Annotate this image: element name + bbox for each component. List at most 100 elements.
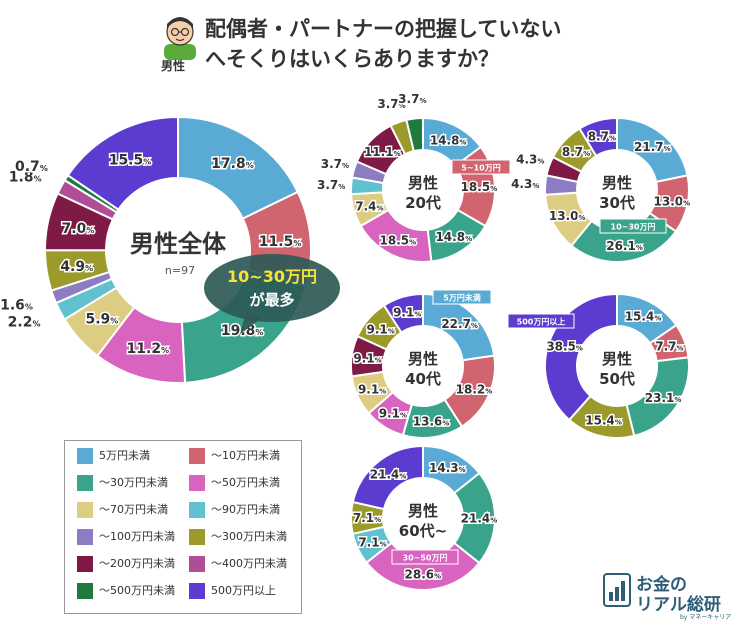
brand-sub: by マネーキャリア [680, 614, 732, 621]
page-title: 配偶者・パートナーの把握していない へそくりはいくらありますか？ [205, 14, 561, 74]
legend-item: ～100万円未満 [77, 528, 175, 545]
donut-chart-3: 21.7%13.0%26.1%13.0%4.3%4.3%8.7%8.7%男性30… [510, 116, 692, 263]
chart-title-line-2: 50代 [599, 370, 635, 388]
percent-sign: % [110, 317, 118, 326]
chart-title-line-2: 20代 [405, 194, 441, 212]
percent-sign: % [537, 158, 544, 166]
chart-title: 男性全体 [130, 230, 227, 258]
data-label-3: 23.1% [645, 391, 682, 405]
percent-sign: % [442, 420, 449, 428]
sample-size: n=97 [165, 264, 195, 277]
percent-sign: % [379, 388, 386, 396]
legend: 5万円未満 ～10万円未満 ～30万円未満 ～50万円未満 ～70万円未満 ～90万円未満… [64, 440, 302, 614]
percent-sign: % [399, 102, 406, 110]
man-avatar-icon [164, 17, 196, 60]
percent-sign: % [255, 328, 263, 337]
legend-item: ～500万円未満 [77, 582, 175, 599]
percent-sign: % [490, 516, 497, 524]
legend-item: 500万円以上 [189, 582, 276, 599]
percent-sign: % [394, 150, 401, 158]
data-label-3: 28.6% [405, 567, 442, 581]
legend-label: ～10万円未満 [211, 449, 280, 462]
legend-item: ～200万円未満 [77, 555, 175, 572]
data-label-6: 21.4% [370, 468, 407, 482]
legend-swatch [77, 475, 93, 491]
percent-sign: % [609, 134, 616, 142]
title-line-2: へそくりはいくらありますか？ [205, 47, 499, 71]
percent-sign: % [388, 328, 395, 336]
percent-sign: % [579, 214, 586, 222]
percent-sign: % [471, 322, 478, 330]
percent-sign: % [615, 419, 622, 427]
brand-name-2: リアル総研 [636, 595, 721, 615]
percent-sign: % [25, 303, 33, 312]
legend-item: ～30万円未満 [77, 474, 168, 491]
legend-item: ～70万円未満 [77, 501, 168, 518]
percent-sign: % [459, 138, 466, 146]
data-label-1: 21.7% [634, 140, 671, 154]
legend-item: ～400万円未満 [189, 555, 287, 572]
callout-tag: 5~10万円 [451, 159, 511, 175]
callout-line-2: が最多 [249, 291, 294, 309]
donut-chart-4: 22.7%18.2%13.6%9.1%9.1%9.1%9.1%9.1%男性40代… [350, 289, 496, 439]
callout-tag: 10~30万円 [599, 218, 667, 234]
legend-label: ～90万円未満 [211, 503, 280, 516]
data-label-11: 0.7% [15, 159, 48, 175]
percent-sign: % [419, 97, 426, 105]
legend-swatch [77, 529, 93, 545]
callout-text: 500万円以上 [517, 317, 566, 327]
chart-logo-icon [603, 573, 631, 607]
callout-line-1: 10~30万円 [227, 267, 317, 286]
percent-sign: % [583, 150, 590, 158]
data-label-8: 11.1% [364, 145, 401, 159]
percent-sign: % [654, 315, 661, 323]
data-label-4: 13.0% [549, 209, 586, 223]
callout-text: 5~10万円 [461, 164, 500, 173]
data-label-2: 11.5% [259, 234, 302, 250]
data-label-3: 14.8% [435, 230, 472, 244]
callout-tag: 500万円以上 [507, 313, 575, 329]
donut-chart-2: 14.8%18.5%14.8%18.5%7.4%3.7%3.7%11.1%3.7… [316, 90, 511, 263]
legend-swatch [189, 529, 205, 545]
percent-sign: % [32, 320, 40, 329]
percent-sign: % [380, 540, 387, 548]
chart-title-line-2: 30代 [599, 194, 635, 212]
percent-sign: % [86, 226, 94, 235]
legend-label: ～300万円未満 [211, 530, 287, 543]
data-label-4: 11.2% [127, 341, 170, 357]
percent-sign: % [246, 161, 254, 170]
data-label-2: 18.5% [461, 180, 498, 194]
percent-sign: % [674, 396, 681, 404]
legend-label: ～70万円未満 [99, 503, 168, 516]
legend-label: ～30万円未満 [99, 476, 168, 489]
brand-name-1: お金の [636, 575, 687, 595]
data-label-1: 15.4% [625, 310, 662, 324]
percent-sign: % [399, 473, 406, 481]
percent-sign: % [434, 572, 441, 580]
percent-sign: % [293, 239, 301, 248]
legend-label: ～400万円未満 [211, 557, 287, 570]
data-label-6: 2.2% [8, 315, 41, 331]
slice-10 [405, 116, 424, 153]
callout-text: 10~30万円 [611, 223, 656, 232]
percent-sign: % [338, 183, 345, 191]
data-label-4: 15.4% [585, 414, 622, 428]
data-label-2: 18.2% [456, 383, 493, 397]
legend-swatch [77, 556, 93, 572]
gender-badge: 男性 [161, 59, 186, 73]
legend-item: ～90万円未満 [189, 501, 280, 518]
callout-text: 30~50万円 [403, 554, 448, 563]
legend-item: 5万円未満 [77, 447, 150, 464]
legend-swatch [189, 583, 205, 599]
slice-6 [351, 444, 424, 511]
chart-title-line-1: 男性 [408, 350, 438, 368]
percent-sign: % [676, 344, 683, 352]
legend-swatch [77, 583, 93, 599]
chart-title-line-2: 40代 [405, 370, 441, 388]
data-label-1: 14.8% [430, 133, 467, 147]
percent-sign: % [376, 204, 383, 212]
title-line-1: 配偶者・パートナーの把握していない [205, 17, 562, 41]
percent-sign: % [400, 412, 407, 420]
